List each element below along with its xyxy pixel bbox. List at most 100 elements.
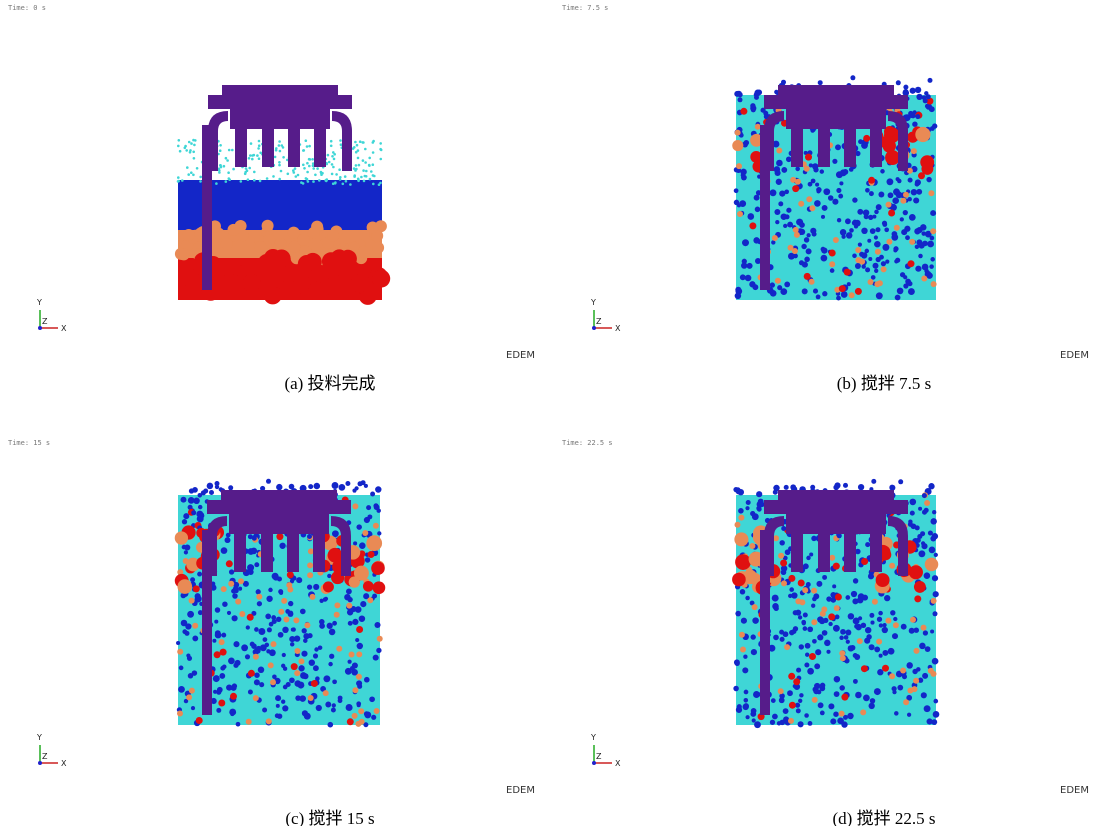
particle — [248, 690, 253, 695]
particle — [802, 262, 808, 268]
particle — [357, 684, 362, 689]
particle — [220, 649, 227, 656]
particle — [215, 182, 218, 185]
particle — [804, 662, 809, 667]
particle — [770, 189, 777, 196]
particle — [915, 114, 920, 119]
particle — [898, 479, 903, 484]
particle — [356, 701, 361, 706]
particle — [296, 577, 302, 583]
particle — [895, 258, 900, 263]
particle — [933, 699, 938, 704]
particle — [357, 178, 360, 181]
particle — [738, 508, 744, 514]
particle — [839, 650, 845, 656]
particle — [865, 542, 870, 547]
particle — [868, 279, 874, 285]
particle — [327, 230, 339, 242]
axis-z-label: Z — [42, 317, 48, 326]
particle — [932, 510, 936, 514]
particle — [184, 550, 188, 554]
particle — [278, 164, 281, 167]
particle — [235, 660, 241, 666]
particle — [367, 222, 379, 234]
particle — [830, 718, 836, 724]
particle — [333, 158, 336, 161]
impeller-leg — [791, 115, 803, 167]
particle — [347, 718, 354, 725]
particle — [307, 180, 310, 183]
particle — [915, 266, 921, 272]
particle — [248, 670, 255, 677]
particle — [805, 154, 812, 161]
particle — [808, 721, 813, 726]
particle — [305, 139, 308, 142]
particle — [844, 269, 851, 276]
particle — [806, 233, 810, 237]
particle — [820, 611, 826, 617]
particle — [789, 587, 794, 592]
particle — [907, 197, 911, 201]
particle — [374, 622, 380, 628]
particle — [926, 94, 931, 99]
particle — [215, 607, 220, 612]
particle — [226, 560, 233, 567]
particle — [254, 672, 260, 678]
particle — [907, 713, 911, 717]
particle — [258, 157, 261, 160]
particle — [299, 695, 306, 702]
particle — [193, 157, 196, 160]
axis-z-label: Z — [42, 752, 48, 761]
particle — [815, 649, 821, 655]
particle — [833, 485, 839, 491]
particle — [735, 611, 741, 617]
particle — [872, 599, 878, 605]
particle — [299, 658, 305, 664]
particle — [841, 694, 848, 701]
particle — [884, 227, 889, 232]
particle — [186, 694, 192, 700]
particle — [876, 204, 882, 210]
particle — [926, 177, 931, 182]
particle — [738, 97, 743, 102]
particle — [738, 515, 744, 521]
particle — [857, 209, 863, 215]
particle — [355, 721, 361, 727]
particle — [369, 696, 375, 702]
particle — [372, 163, 375, 166]
particle — [189, 598, 195, 604]
particle — [914, 648, 920, 654]
particle — [910, 88, 916, 94]
particle — [308, 695, 314, 701]
axis-y-label: Y — [36, 298, 42, 307]
particle — [826, 650, 830, 654]
axis-x-label: X — [615, 759, 621, 768]
particle — [883, 623, 887, 627]
particle — [794, 232, 800, 238]
particle — [182, 545, 187, 550]
particle — [823, 188, 830, 195]
particle — [245, 654, 250, 659]
particle — [366, 535, 382, 551]
particle — [193, 585, 200, 592]
particle — [330, 140, 333, 143]
particle — [869, 613, 874, 618]
particle — [789, 702, 796, 709]
particle — [874, 210, 879, 215]
particle — [747, 263, 753, 269]
particle — [365, 170, 368, 173]
particle — [809, 653, 816, 660]
particle — [780, 637, 785, 642]
particle — [353, 175, 356, 178]
particle — [781, 526, 786, 531]
particle — [841, 291, 848, 298]
particle — [772, 235, 778, 241]
particle — [861, 665, 868, 672]
particle — [282, 156, 285, 159]
particle — [348, 621, 353, 626]
particle — [229, 569, 234, 574]
particle — [308, 227, 320, 239]
particle — [803, 563, 809, 569]
particle — [909, 499, 916, 506]
particle — [861, 252, 867, 258]
